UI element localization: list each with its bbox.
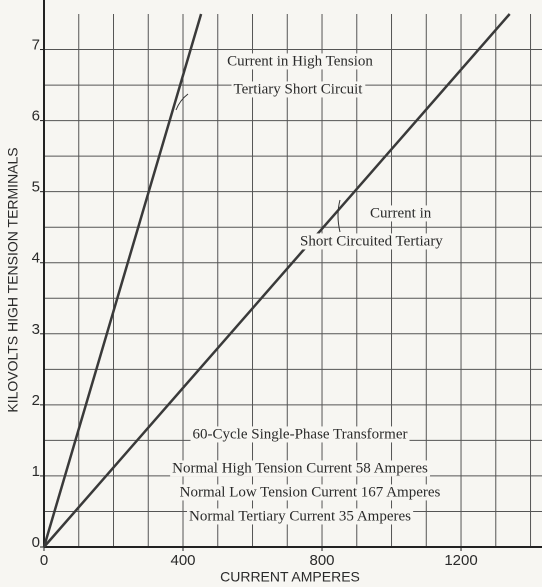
- y-tick-label: 1: [32, 463, 40, 480]
- annotation: Tertiary Short Circuit: [234, 81, 364, 97]
- x-tick-label: 0: [40, 552, 48, 569]
- annotation: Current in High Tension: [227, 53, 373, 69]
- y-tick-label: 2: [32, 392, 40, 409]
- y-tick-label: 4: [32, 250, 40, 267]
- y-tick-label: 3: [32, 321, 40, 338]
- y-tick-label: 5: [32, 179, 40, 196]
- data-line: [43, 13, 511, 548]
- annotation: 60-Cycle Single-Phase Transformer: [193, 426, 408, 442]
- annotation-bg: [190, 426, 410, 443]
- annotation: Normal Tertiary Current 35 Amperes: [189, 508, 411, 524]
- annotation-bg: [187, 508, 414, 525]
- y-tick-label: 7: [32, 37, 40, 54]
- data-line: [42, 13, 203, 548]
- x-tick-label: 400: [170, 552, 195, 569]
- y-axis-label: KILOVOLTS HIGH TENSION TERMINALS: [5, 147, 21, 412]
- y-tick-label: 0: [32, 534, 40, 551]
- annotation-bg: [368, 205, 434, 222]
- annotation: Current in: [370, 205, 432, 221]
- annotation-bg: [225, 53, 376, 70]
- annotation-bg: [298, 233, 446, 250]
- x-tick-label: 800: [310, 552, 335, 569]
- annotation: Normal High Tension Current 58 Amperes: [172, 460, 428, 476]
- annotation-bg: [177, 484, 443, 501]
- pointer: [337, 199, 341, 233]
- x-axis-label: CURRENT AMPERES: [220, 569, 360, 585]
- annotation: Short Circuited Tertiary: [300, 233, 443, 249]
- x-tick-label: 1200: [444, 552, 477, 569]
- annotation-bg: [170, 460, 431, 477]
- annotation-bg: [231, 81, 366, 98]
- annotation: Normal Low Tension Current 167 Amperes: [180, 484, 441, 500]
- pointer: [175, 93, 189, 111]
- y-tick-label: 6: [32, 108, 40, 125]
